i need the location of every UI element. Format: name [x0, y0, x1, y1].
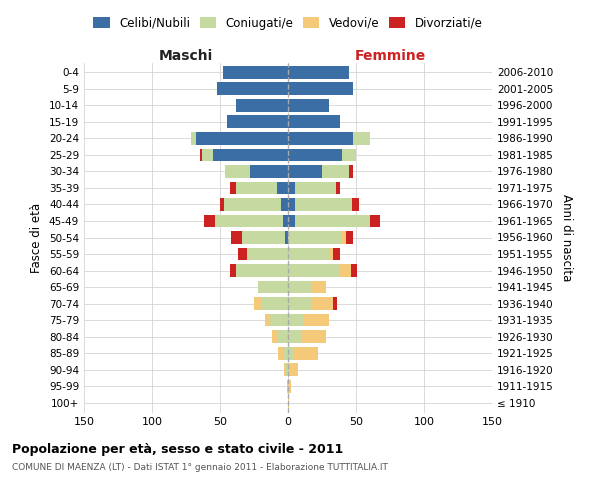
Bar: [250, 165, 288, 178]
Bar: [226, 165, 250, 178]
Bar: [353, 132, 370, 145]
Bar: [223, 66, 288, 79]
Text: COMUNE DI MAENZA (LT) - Dati ISTAT 1° gennaio 2011 - Elaborazione TUTTITALIA.IT: COMUNE DI MAENZA (LT) - Dati ISTAT 1° ge…: [12, 462, 388, 471]
Bar: [283, 214, 288, 228]
Bar: [269, 314, 288, 326]
Bar: [247, 248, 288, 260]
Text: Femmine: Femmine: [355, 48, 425, 62]
Bar: [343, 148, 356, 162]
Bar: [349, 165, 353, 178]
Bar: [295, 198, 352, 211]
Bar: [217, 82, 288, 96]
Bar: [288, 198, 295, 211]
Bar: [230, 264, 236, 277]
Bar: [203, 214, 215, 228]
Bar: [288, 280, 313, 293]
Bar: [289, 363, 298, 376]
Bar: [278, 330, 288, 343]
Bar: [242, 231, 285, 244]
Bar: [213, 148, 288, 162]
Bar: [288, 231, 343, 244]
Bar: [350, 264, 358, 277]
Bar: [313, 297, 333, 310]
Bar: [288, 182, 295, 194]
Bar: [370, 214, 380, 228]
Bar: [261, 297, 288, 310]
Bar: [333, 297, 337, 310]
Bar: [277, 182, 288, 194]
Bar: [236, 264, 288, 277]
Bar: [288, 248, 329, 260]
Bar: [288, 314, 304, 326]
Bar: [288, 297, 313, 310]
Bar: [254, 297, 261, 310]
Legend: Celibi/Nubili, Coniugati/e, Vedovi/e, Divorziati/e: Celibi/Nubili, Coniugati/e, Vedovi/e, Di…: [91, 14, 485, 32]
Bar: [302, 330, 326, 343]
Bar: [236, 182, 277, 194]
Bar: [288, 132, 353, 145]
Bar: [230, 182, 236, 194]
Bar: [333, 248, 340, 260]
Bar: [288, 66, 349, 79]
Bar: [340, 264, 350, 277]
Bar: [335, 182, 340, 194]
Bar: [272, 330, 278, 343]
Bar: [224, 198, 281, 211]
Bar: [346, 231, 353, 244]
Bar: [288, 396, 289, 409]
Bar: [220, 198, 224, 211]
Bar: [258, 280, 288, 293]
Bar: [285, 363, 288, 376]
Bar: [288, 82, 353, 96]
Bar: [236, 99, 288, 112]
Bar: [238, 248, 247, 260]
Bar: [329, 248, 333, 260]
Bar: [322, 165, 349, 178]
Bar: [288, 214, 295, 228]
Bar: [288, 116, 340, 128]
Bar: [215, 214, 283, 228]
Bar: [227, 116, 288, 128]
Bar: [288, 380, 291, 392]
Bar: [285, 231, 288, 244]
Bar: [295, 214, 370, 228]
Bar: [352, 198, 359, 211]
Y-axis label: Fasce di età: Fasce di età: [31, 202, 43, 272]
Bar: [284, 363, 285, 376]
Bar: [202, 148, 213, 162]
Bar: [313, 280, 326, 293]
Bar: [343, 231, 346, 244]
Bar: [265, 314, 269, 326]
Bar: [288, 165, 322, 178]
Bar: [288, 99, 329, 112]
Bar: [200, 148, 202, 162]
Bar: [283, 346, 288, 360]
Y-axis label: Anni di nascita: Anni di nascita: [560, 194, 573, 281]
Bar: [287, 380, 288, 392]
Bar: [231, 231, 242, 244]
Text: Popolazione per età, sesso e stato civile - 2011: Popolazione per età, sesso e stato civil…: [12, 442, 343, 456]
Text: Maschi: Maschi: [159, 48, 213, 62]
Bar: [288, 346, 293, 360]
Bar: [293, 346, 318, 360]
Bar: [288, 363, 289, 376]
Bar: [281, 198, 288, 211]
Bar: [288, 264, 340, 277]
Bar: [288, 330, 302, 343]
Bar: [278, 346, 283, 360]
Bar: [196, 132, 288, 145]
Bar: [191, 132, 196, 145]
Bar: [288, 148, 343, 162]
Bar: [295, 182, 335, 194]
Bar: [304, 314, 329, 326]
